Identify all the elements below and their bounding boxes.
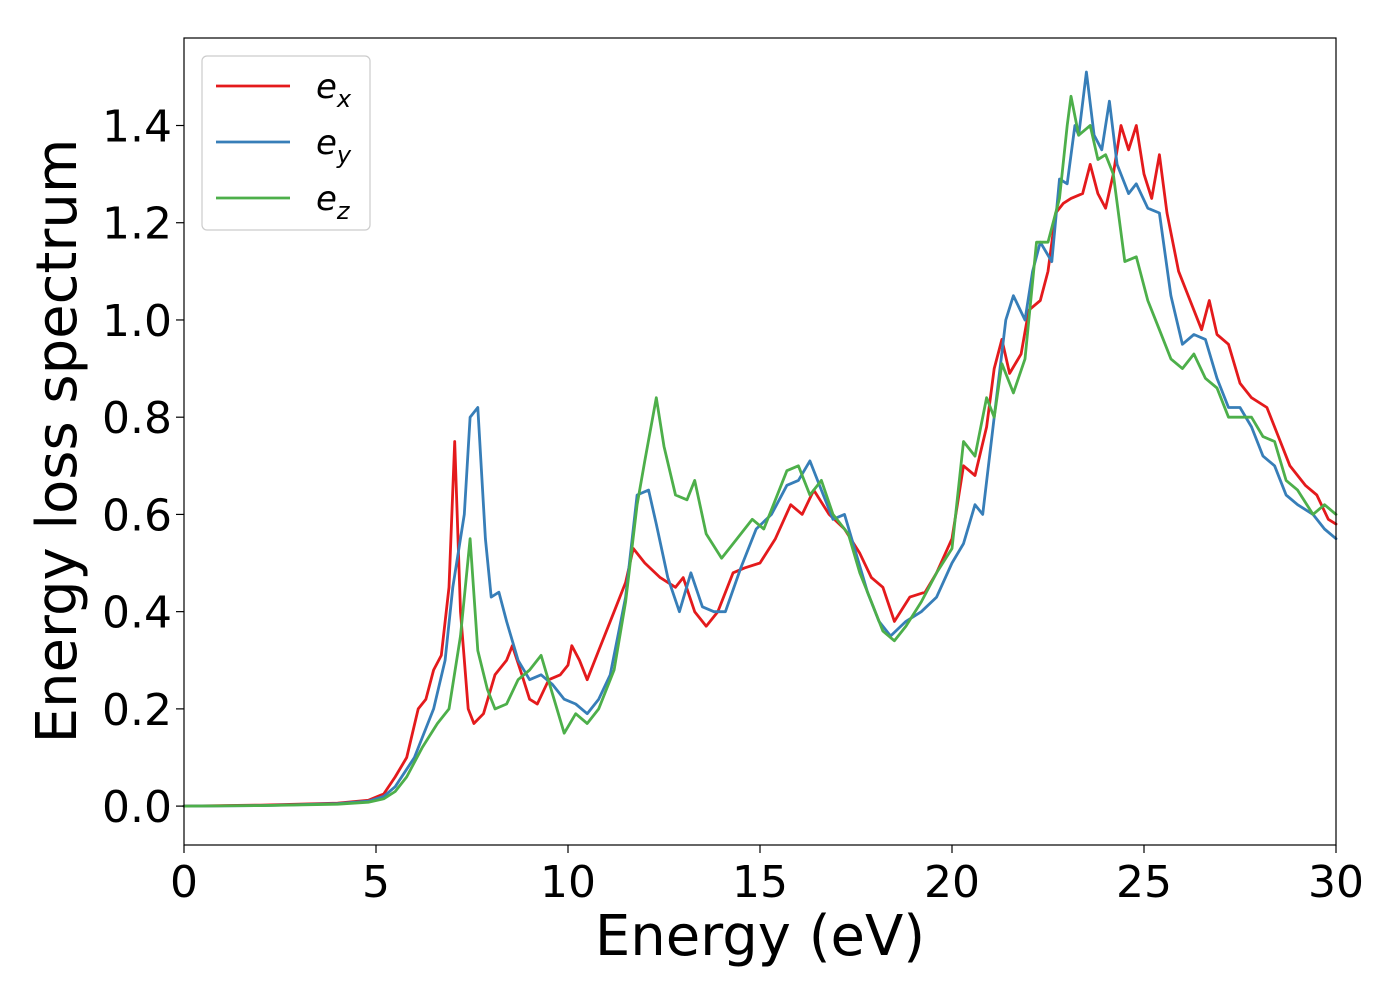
- x-axis-label: Energy (eV): [595, 904, 925, 969]
- x-tick-label: 0: [170, 857, 198, 908]
- y-tick-label: 1.0: [102, 296, 172, 347]
- y-tick-label: 0.6: [102, 490, 172, 541]
- series-line-y: [182, 70, 1338, 808]
- y-tick-label: 0.0: [102, 782, 172, 833]
- series-layer: [182, 70, 1338, 808]
- x-tick-label: 25: [1116, 857, 1172, 908]
- x-tick-label: 30: [1308, 857, 1364, 908]
- y-tick-label: 1.4: [102, 102, 172, 153]
- y-tick-label: 0.8: [102, 393, 172, 444]
- x-tick-label: 15: [732, 857, 788, 908]
- y-tick-label: 0.4: [102, 588, 172, 639]
- legend-label-x: ex: [316, 67, 352, 113]
- x-axis-ticks: 0 5 10 15 20 25 30: [170, 845, 1364, 908]
- legend-label-z: ez: [316, 179, 351, 225]
- y-tick-label: 1.2: [102, 199, 172, 250]
- y-axis-label: Energy loss spectrum: [25, 139, 90, 744]
- x-tick-label: 10: [540, 857, 596, 908]
- x-tick-label: 20: [924, 857, 980, 908]
- x-tick-label: 5: [362, 857, 390, 908]
- y-tick-label: 0.2: [102, 685, 172, 736]
- legend-label-y: ey: [316, 123, 352, 169]
- series-line-z: [182, 94, 1338, 808]
- legend: ex ey ez: [201, 55, 371, 231]
- y-axis-ticks: 0.0 0.2 0.4 0.6 0.8 1.0 1.2 1.4: [102, 102, 184, 833]
